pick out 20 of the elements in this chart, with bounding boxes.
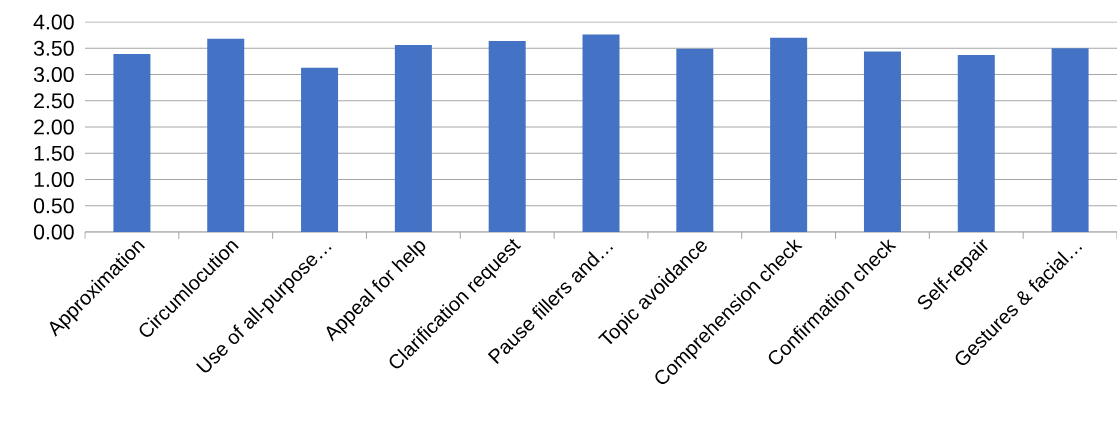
bar bbox=[676, 48, 714, 232]
bar bbox=[1051, 48, 1089, 232]
y-tick-label: 4.00 bbox=[33, 14, 74, 30]
bar bbox=[770, 37, 808, 232]
bar bbox=[301, 67, 339, 232]
bar bbox=[863, 51, 901, 232]
y-tick-label: 0.50 bbox=[33, 198, 74, 214]
y-tick-label: 3.00 bbox=[33, 66, 74, 83]
y-tick-label: 3.50 bbox=[33, 40, 74, 56]
bar bbox=[394, 45, 432, 232]
y-tick-label: 0.00 bbox=[33, 224, 74, 240]
y-tick-label: 2.50 bbox=[34, 93, 74, 109]
y-tick-label: 1.00 bbox=[34, 171, 74, 188]
bar bbox=[207, 38, 245, 232]
bar bbox=[957, 55, 995, 232]
bar bbox=[113, 54, 151, 232]
bar bbox=[488, 40, 526, 232]
y-tick-label: 1.50 bbox=[34, 145, 74, 161]
bar bbox=[582, 34, 620, 232]
y-tick-label: 2.00 bbox=[34, 119, 74, 135]
